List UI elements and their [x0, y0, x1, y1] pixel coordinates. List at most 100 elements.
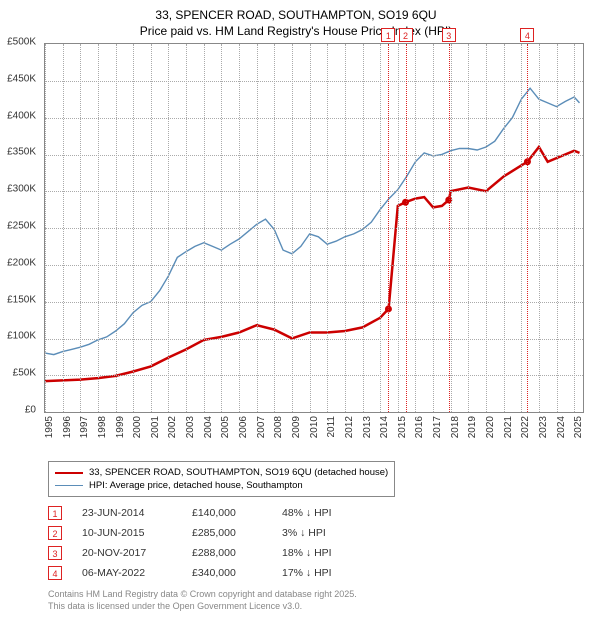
gridline-h	[45, 265, 583, 266]
gridline-v	[415, 44, 416, 412]
x-tick-label: 2008	[273, 416, 284, 438]
y-tick-label: £250K	[7, 221, 36, 232]
transaction-row: 406-MAY-2022£340,00017% ↓ HPI	[48, 563, 588, 583]
transaction-num: 3	[48, 546, 62, 560]
gridline-h	[45, 339, 583, 340]
gridline-v	[80, 44, 81, 412]
gridline-v	[468, 44, 469, 412]
x-tick-label: 2015	[397, 416, 408, 438]
transaction-num: 4	[48, 566, 62, 580]
gridline-v	[151, 44, 152, 412]
series-line	[45, 88, 580, 354]
transaction-row: 210-JUN-2015£285,0003% ↓ HPI	[48, 523, 588, 543]
gridline-v	[98, 44, 99, 412]
x-tick-label: 2005	[220, 416, 231, 438]
x-tick-label: 2004	[203, 416, 214, 438]
x-tick-label: 2019	[467, 416, 478, 438]
y-tick-label: £400K	[7, 110, 36, 121]
y-tick-label: £500K	[7, 37, 36, 48]
title-line2: Price paid vs. HM Land Registry's House …	[4, 24, 588, 40]
gridline-v	[239, 44, 240, 412]
y-tick-label: £100K	[7, 331, 36, 342]
footnote: Contains HM Land Registry data © Crown c…	[48, 589, 588, 612]
transaction-diff: 18% ↓ HPI	[282, 547, 372, 559]
event-marker-line	[449, 44, 450, 412]
transaction-date: 06-MAY-2022	[82, 567, 172, 579]
x-tick-label: 2011	[326, 416, 337, 438]
gridline-v	[310, 44, 311, 412]
transaction-num: 1	[48, 506, 62, 520]
transaction-price: £340,000	[192, 567, 262, 579]
x-tick-label: 2022	[520, 416, 531, 438]
chart-container: 33, SPENCER ROAD, SOUTHAMPTON, SO19 6QU …	[0, 0, 600, 620]
gridline-v	[45, 44, 46, 412]
transaction-num: 2	[48, 526, 62, 540]
gridline-h	[45, 155, 583, 156]
y-tick-label: £150K	[7, 294, 36, 305]
transaction-diff: 3% ↓ HPI	[282, 527, 372, 539]
gridline-v	[398, 44, 399, 412]
x-tick-label: 2003	[185, 416, 196, 438]
y-tick-label: £350K	[7, 147, 36, 158]
transaction-date: 23-JUN-2014	[82, 507, 172, 519]
transaction-diff: 48% ↓ HPI	[282, 507, 372, 519]
x-tick-label: 2016	[414, 416, 425, 438]
legend-label: HPI: Average price, detached house, Sout…	[89, 480, 303, 491]
y-tick-label: £0	[25, 405, 36, 416]
x-tick-label: 1997	[79, 416, 90, 438]
gridline-v	[557, 44, 558, 412]
legend-label: 33, SPENCER ROAD, SOUTHAMPTON, SO19 6QU …	[89, 467, 388, 478]
gridline-v	[221, 44, 222, 412]
event-marker-box: 3	[442, 28, 456, 42]
legend-swatch	[55, 472, 83, 474]
transactions-table: 123-JUN-2014£140,00048% ↓ HPI210-JUN-201…	[48, 503, 588, 583]
x-tick-label: 2024	[556, 416, 567, 438]
gridline-v	[292, 44, 293, 412]
gridline-v	[521, 44, 522, 412]
x-tick-label: 1999	[115, 416, 126, 438]
x-axis: 1995199619971998199920002001200220032004…	[44, 413, 584, 455]
gridline-v	[363, 44, 364, 412]
gridline-v	[274, 44, 275, 412]
gridline-v	[168, 44, 169, 412]
gridline-v	[327, 44, 328, 412]
gridline-v	[486, 44, 487, 412]
footnote-line1: Contains HM Land Registry data © Crown c…	[48, 589, 588, 601]
x-tick-label: 2009	[291, 416, 302, 438]
gridline-h	[45, 191, 583, 192]
event-marker-box: 4	[520, 28, 534, 42]
x-tick-label: 2006	[238, 416, 249, 438]
gridline-v	[186, 44, 187, 412]
x-tick-label: 2013	[362, 416, 373, 438]
legend-item: 33, SPENCER ROAD, SOUTHAMPTON, SO19 6QU …	[55, 466, 388, 479]
footnote-line2: This data is licensed under the Open Gov…	[48, 601, 588, 613]
gridline-h	[45, 118, 583, 119]
gridline-v	[257, 44, 258, 412]
transaction-price: £288,000	[192, 547, 262, 559]
gridline-v	[116, 44, 117, 412]
gridline-v	[433, 44, 434, 412]
legend: 33, SPENCER ROAD, SOUTHAMPTON, SO19 6QU …	[48, 461, 395, 497]
x-tick-label: 1996	[62, 416, 73, 438]
gridline-v	[133, 44, 134, 412]
y-tick-label: £450K	[7, 73, 36, 84]
x-tick-label: 2002	[167, 416, 178, 438]
transaction-date: 20-NOV-2017	[82, 547, 172, 559]
x-tick-label: 2017	[432, 416, 443, 438]
gridline-v	[204, 44, 205, 412]
gridline-v	[504, 44, 505, 412]
gridline-v	[574, 44, 575, 412]
gridline-h	[45, 375, 583, 376]
x-tick-label: 1998	[97, 416, 108, 438]
gridline-v	[380, 44, 381, 412]
x-tick-label: 2018	[450, 416, 461, 438]
x-tick-label: 2014	[379, 416, 390, 438]
x-tick-label: 2012	[344, 416, 355, 438]
legend-item: HPI: Average price, detached house, Sout…	[55, 479, 388, 492]
transaction-price: £285,000	[192, 527, 262, 539]
transaction-row: 3 20-NOV-2017 £288,000 18% ↓ HPI	[48, 543, 588, 563]
x-tick-label: 1995	[44, 416, 55, 438]
legend-swatch	[55, 485, 83, 486]
y-axis: £0£50K£100K£150K£200K£250K£300K£350K£400…	[0, 42, 40, 412]
gridline-h	[45, 228, 583, 229]
